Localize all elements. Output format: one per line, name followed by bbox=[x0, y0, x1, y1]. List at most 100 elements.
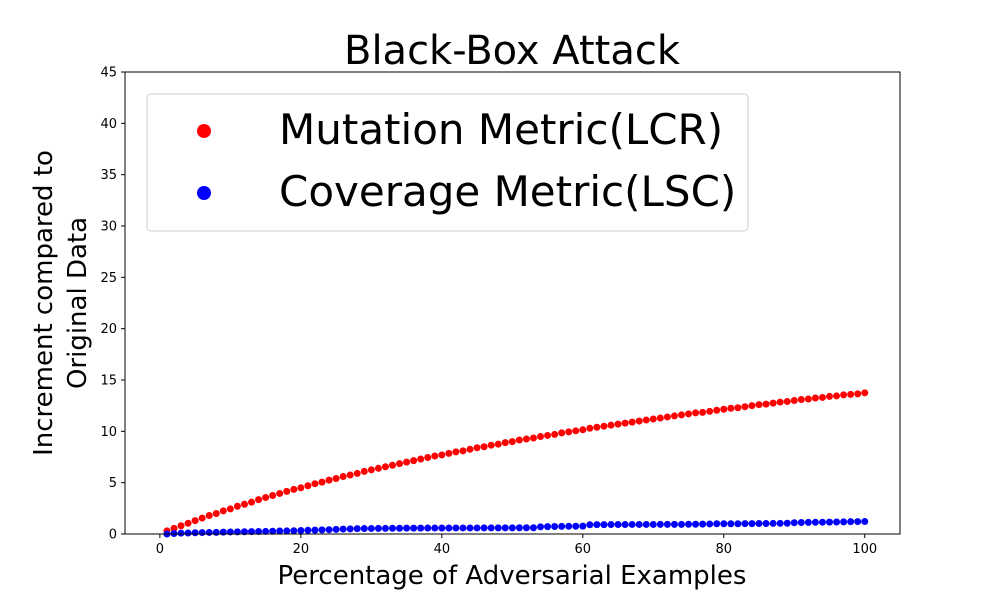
coverage-point bbox=[374, 524, 382, 532]
coverage-point bbox=[417, 524, 425, 532]
mutation-point bbox=[649, 415, 657, 423]
coverage-point bbox=[466, 524, 474, 532]
coverage-point bbox=[847, 518, 855, 526]
mutation-point bbox=[811, 394, 819, 402]
coverage-point bbox=[248, 528, 256, 536]
coverage-point bbox=[804, 518, 812, 526]
mutation-point bbox=[410, 457, 418, 465]
coverage-point bbox=[797, 519, 805, 527]
coverage-point bbox=[706, 520, 714, 528]
mutation-point bbox=[600, 422, 608, 430]
mutation-point bbox=[438, 451, 446, 459]
coverage-point bbox=[769, 519, 777, 527]
coverage-point bbox=[607, 521, 615, 529]
x-tick-label: 80 bbox=[716, 542, 733, 557]
series-mutation bbox=[163, 389, 869, 535]
coverage-point bbox=[656, 520, 664, 528]
coverage-point bbox=[431, 524, 439, 532]
y-tick-label: 30 bbox=[100, 220, 117, 235]
mutation-point bbox=[240, 500, 248, 508]
mutation-point bbox=[755, 401, 763, 409]
coverage-point bbox=[537, 523, 545, 531]
coverage-point bbox=[628, 520, 636, 528]
mutation-point bbox=[818, 393, 826, 401]
mutation-point bbox=[466, 445, 474, 453]
coverage-point bbox=[748, 520, 756, 528]
coverage-point bbox=[269, 527, 277, 535]
mutation-point bbox=[847, 390, 855, 398]
x-tick-label: 20 bbox=[293, 542, 310, 557]
legend-label-coverage: Coverage Metric(LSC) bbox=[279, 167, 736, 216]
data-points bbox=[163, 389, 869, 538]
coverage-point bbox=[522, 524, 530, 532]
coverage-point bbox=[776, 519, 784, 527]
mutation-point bbox=[297, 484, 305, 492]
coverage-point bbox=[621, 521, 629, 529]
coverage-point bbox=[487, 524, 495, 532]
mutation-point bbox=[593, 423, 601, 431]
coverage-point bbox=[826, 518, 834, 526]
coverage-point bbox=[529, 524, 537, 532]
coverage-point bbox=[410, 524, 418, 532]
coverage-point bbox=[170, 529, 178, 537]
mutation-point bbox=[663, 413, 671, 421]
mutation-point bbox=[579, 426, 587, 434]
mutation-point bbox=[677, 411, 685, 419]
coverage-point bbox=[572, 522, 580, 530]
mutation-point bbox=[790, 397, 798, 405]
coverage-point bbox=[332, 525, 340, 533]
mutation-point bbox=[558, 429, 566, 437]
mutation-point bbox=[212, 509, 220, 517]
coverage-point bbox=[840, 518, 848, 526]
coverage-point bbox=[339, 525, 347, 533]
coverage-point bbox=[544, 523, 552, 531]
legend: Mutation Metric(LCR) Coverage Metric(LSC… bbox=[146, 93, 749, 232]
mutation-point bbox=[170, 524, 178, 532]
mutation-point bbox=[269, 492, 277, 499]
coverage-point bbox=[713, 520, 721, 528]
legend-label-mutation: Mutation Metric(LCR) bbox=[279, 105, 723, 154]
mutation-point bbox=[177, 522, 185, 530]
x-tick-label: 40 bbox=[434, 542, 451, 557]
mutation-point bbox=[607, 421, 615, 429]
mutation-point bbox=[473, 444, 481, 452]
coverage-point bbox=[811, 518, 819, 526]
y-tick-label: 5 bbox=[109, 476, 117, 491]
legend-marker-mutation bbox=[197, 124, 211, 138]
coverage-point bbox=[205, 528, 213, 536]
mutation-point bbox=[706, 407, 714, 415]
x-axis-label: Percentage of Adversarial Examples bbox=[278, 561, 747, 591]
coverage-point bbox=[353, 525, 361, 533]
coverage-point bbox=[586, 521, 594, 529]
coverage-point bbox=[508, 524, 516, 532]
coverage-point bbox=[297, 527, 305, 535]
mutation-point bbox=[198, 514, 206, 522]
coverage-point bbox=[304, 526, 312, 534]
mutation-point bbox=[381, 463, 389, 471]
mutation-point bbox=[586, 424, 594, 432]
x-tick-label: 100 bbox=[852, 542, 877, 557]
mutation-point bbox=[184, 519, 192, 527]
mutation-point bbox=[452, 448, 460, 456]
mutation-point bbox=[283, 487, 291, 495]
mutation-point bbox=[487, 441, 495, 449]
coverage-point bbox=[360, 525, 368, 533]
mutation-point bbox=[685, 410, 693, 418]
coverage-point bbox=[565, 522, 573, 530]
mutation-point bbox=[396, 460, 404, 468]
coverage-point bbox=[396, 524, 404, 532]
coverage-point bbox=[438, 524, 446, 532]
coverage-point bbox=[177, 529, 185, 537]
mutation-point bbox=[692, 409, 700, 417]
coverage-point bbox=[790, 519, 798, 527]
x-tick-label: 0 bbox=[156, 542, 164, 557]
coverage-point bbox=[403, 524, 411, 532]
coverage-point bbox=[642, 520, 650, 528]
mutation-point bbox=[508, 438, 516, 446]
coverage-point bbox=[762, 520, 770, 528]
mutation-point bbox=[734, 404, 742, 412]
coverage-point bbox=[346, 525, 354, 533]
coverage-point bbox=[473, 524, 481, 532]
coverage-point bbox=[677, 520, 685, 528]
coverage-point bbox=[367, 524, 375, 532]
